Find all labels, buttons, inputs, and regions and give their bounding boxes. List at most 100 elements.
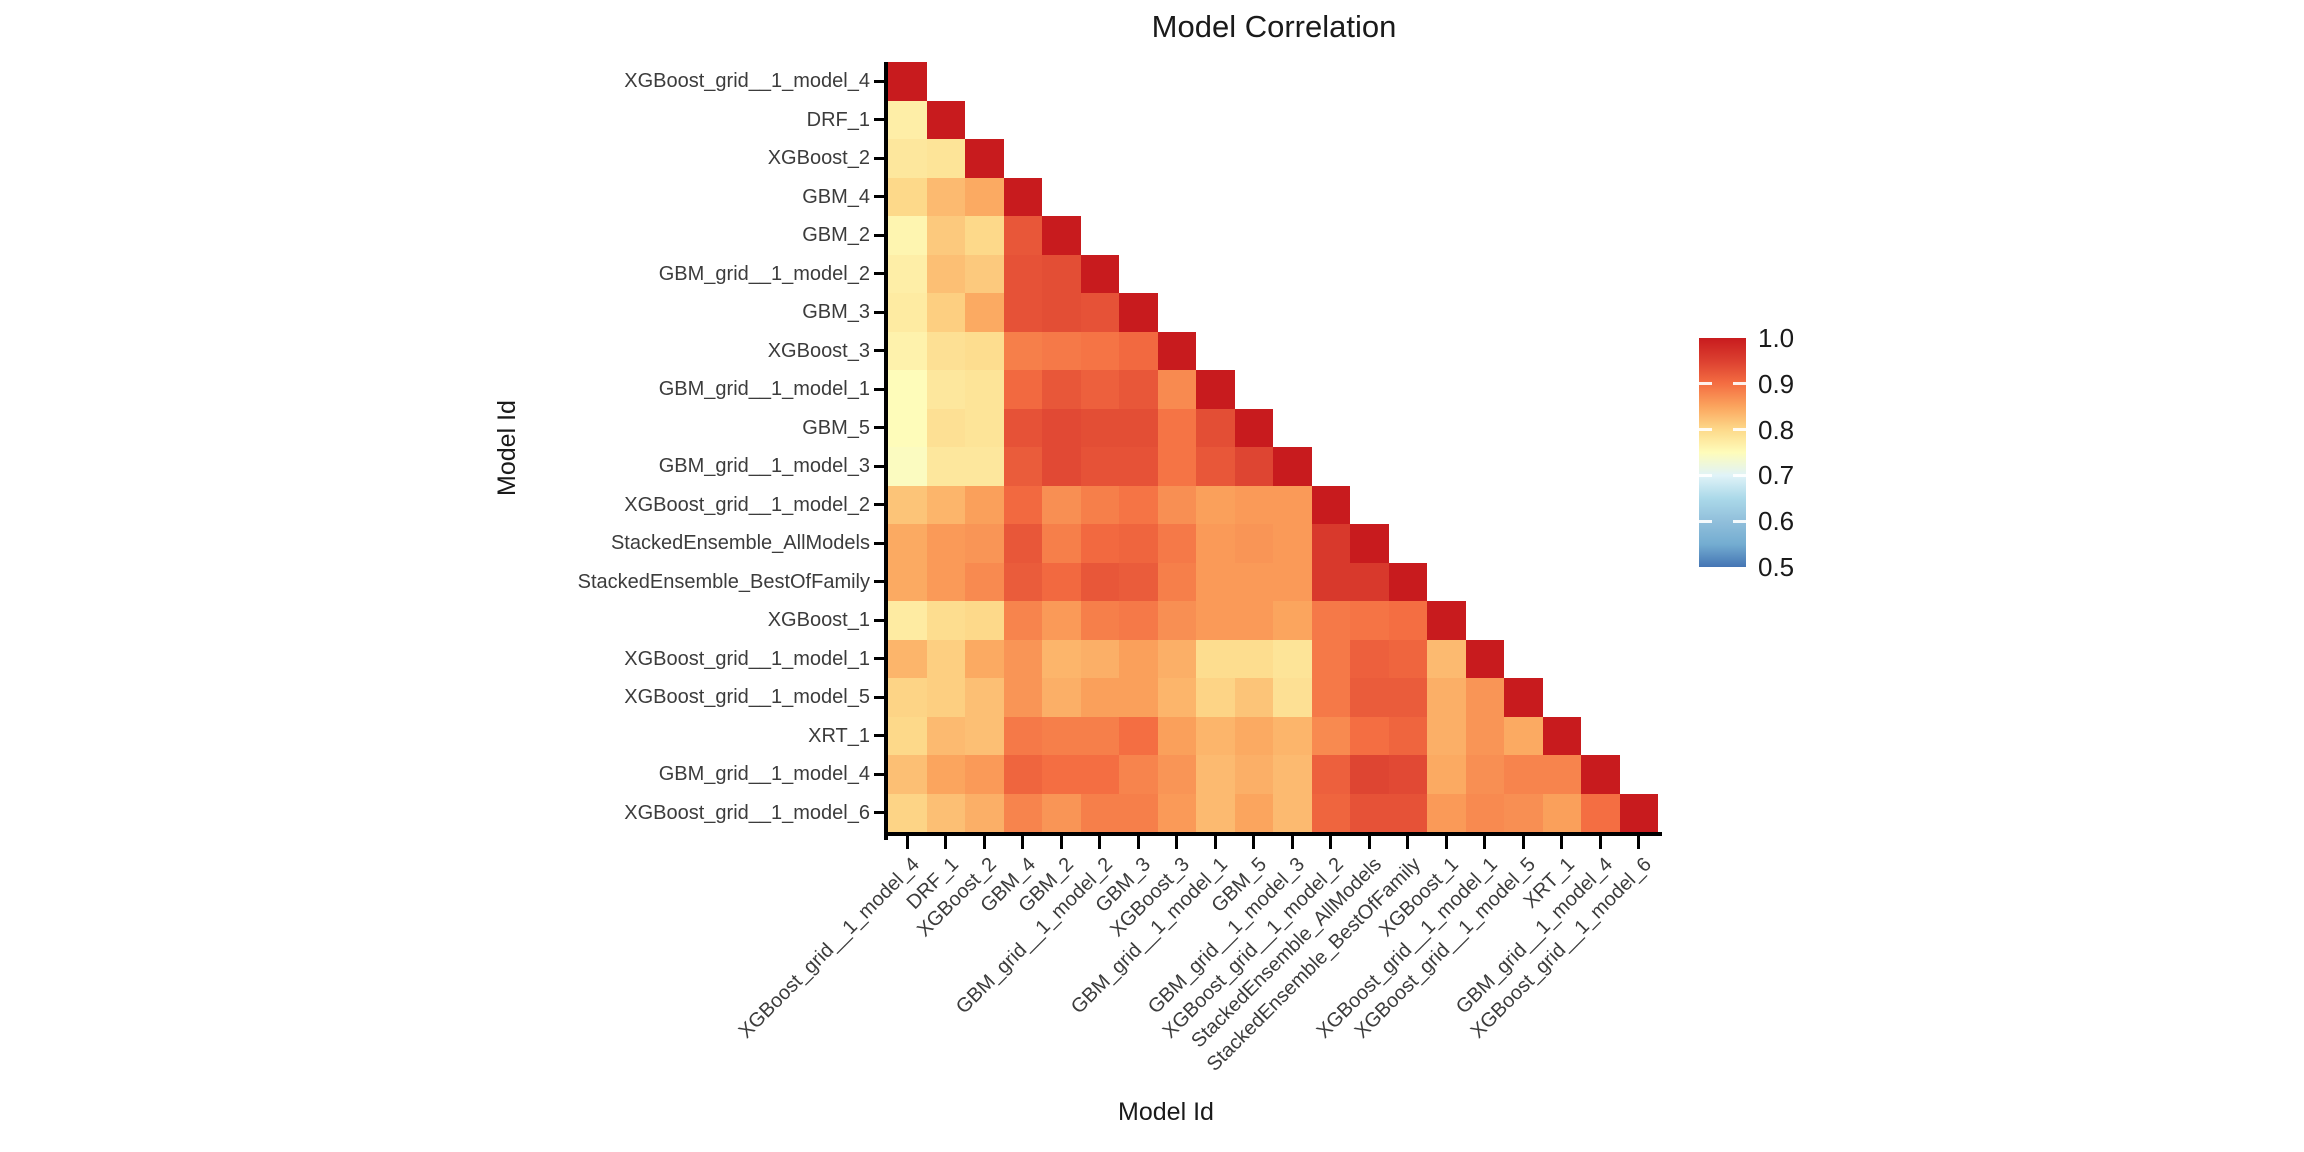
heatmap-cell <box>888 62 927 101</box>
x-tick <box>1175 836 1179 849</box>
heatmap-cell <box>1273 524 1312 563</box>
heatmap-cell <box>1004 370 1042 409</box>
heatmap-cell <box>1273 486 1312 524</box>
heatmap-cell <box>1119 524 1158 563</box>
heatmap-cell <box>1235 678 1273 717</box>
heatmap-cell <box>1119 332 1158 370</box>
heatmap-cell <box>965 640 1004 678</box>
y-tick <box>874 811 884 815</box>
heatmap-cell <box>1004 255 1042 293</box>
heatmap-cell <box>965 601 1004 640</box>
heatmap-cell <box>1158 409 1196 447</box>
heatmap-cell <box>1158 794 1196 832</box>
y-tick <box>874 387 884 391</box>
heatmap-cell <box>927 101 965 139</box>
x-tick <box>1213 836 1217 849</box>
heatmap-cell <box>965 409 1004 447</box>
heatmap-cell <box>888 370 927 409</box>
heatmap-cell <box>1273 601 1312 640</box>
heatmap-cell <box>965 216 1004 255</box>
colorbar-label: 1.0 <box>1758 323 1795 353</box>
y-tick-label: StackedEnsemble_AllModels <box>610 532 870 555</box>
colorbar-label: 0.5 <box>1758 552 1795 582</box>
heatmap-cell <box>1350 640 1389 678</box>
heatmap-cell <box>1119 486 1158 524</box>
heatmap-cell <box>1312 601 1350 640</box>
heatmap-cell <box>1158 717 1196 755</box>
heatmap-cell <box>1158 370 1196 409</box>
heatmap-cell <box>1312 717 1350 755</box>
heatmap-cell <box>1119 794 1158 832</box>
heatmap-cell <box>888 678 927 717</box>
heatmap-cell <box>965 332 1004 370</box>
colorbar-tick-mark <box>1733 428 1746 432</box>
colorbar-tick-mark <box>1699 382 1712 386</box>
heatmap-cell <box>1119 293 1158 332</box>
heatmap-cell <box>965 678 1004 717</box>
heatmap-cell <box>965 486 1004 524</box>
x-tick <box>1136 836 1140 849</box>
heatmap-cell <box>1119 447 1158 486</box>
heatmap-cell <box>1312 524 1350 563</box>
heatmap-cell <box>927 447 965 486</box>
heatmap-cell <box>1196 640 1235 678</box>
y-tick-label: StackedEnsemble_BestOfFamily <box>577 570 870 593</box>
heatmap-cell <box>1042 678 1081 717</box>
heatmap-cell <box>888 640 927 678</box>
heatmap-cell <box>1004 717 1042 755</box>
colorbar-tick-mark <box>1733 473 1746 477</box>
heatmap-cell <box>1042 332 1081 370</box>
y-tick-label: XGBoost_1 <box>767 609 870 632</box>
x-tick <box>1444 836 1448 849</box>
y-tick-label: XGBoost_3 <box>767 339 870 362</box>
heatmap-cell <box>1504 794 1543 832</box>
y-tick <box>874 695 884 699</box>
heatmap-cell <box>1081 678 1119 717</box>
heatmap-cell <box>1081 755 1119 794</box>
heatmap-cell <box>1042 640 1081 678</box>
y-tick <box>874 195 884 199</box>
x-tick <box>1598 836 1602 849</box>
heatmap-cell <box>965 447 1004 486</box>
heatmap-cell <box>1273 640 1312 678</box>
chart-title: Model Correlation <box>1151 9 1397 44</box>
heatmap-cell <box>1042 216 1081 255</box>
heatmap-cell <box>888 216 927 255</box>
heatmap-cell <box>1235 601 1273 640</box>
heatmap-cell <box>888 486 927 524</box>
heatmap-cell <box>1081 370 1119 409</box>
y-tick-label: XGBoost_grid__1_model_2 <box>624 493 870 516</box>
heatmap-cell <box>1081 409 1119 447</box>
heatmap-cell <box>1350 524 1389 563</box>
heatmap-cell <box>1081 255 1119 293</box>
heatmap-cell <box>1350 755 1389 794</box>
heatmap-cell <box>1312 755 1350 794</box>
y-tick <box>874 503 884 507</box>
y-tick-label: GBM_2 <box>802 224 870 247</box>
y-tick-label: XGBoost_2 <box>767 147 870 170</box>
heatmap-cell <box>1466 640 1504 678</box>
x-tick <box>1367 836 1371 849</box>
heatmap-cell <box>1004 601 1042 640</box>
heatmap-cell <box>927 524 965 563</box>
heatmap-cell <box>1004 794 1042 832</box>
heatmap-cell <box>1158 524 1196 563</box>
y-tick-label: GBM_5 <box>802 416 870 439</box>
heatmap-cell <box>1543 794 1581 832</box>
heatmap-cell <box>1389 755 1427 794</box>
heatmap-cell <box>1042 601 1081 640</box>
y-tick <box>874 734 884 738</box>
y-axis-spine <box>884 62 888 840</box>
heatmap-cell <box>927 563 965 601</box>
heatmap-cell <box>927 755 965 794</box>
x-axis-spine <box>884 832 1662 836</box>
heatmap-cell <box>1196 678 1235 717</box>
heatmap-cell <box>927 601 965 640</box>
y-tick <box>874 772 884 776</box>
heatmap-cell <box>1158 678 1196 717</box>
x-tick <box>1406 836 1410 849</box>
heatmap-cell <box>927 370 965 409</box>
heatmap-cell <box>888 563 927 601</box>
x-tick <box>982 836 986 849</box>
heatmap-cell <box>1196 794 1235 832</box>
